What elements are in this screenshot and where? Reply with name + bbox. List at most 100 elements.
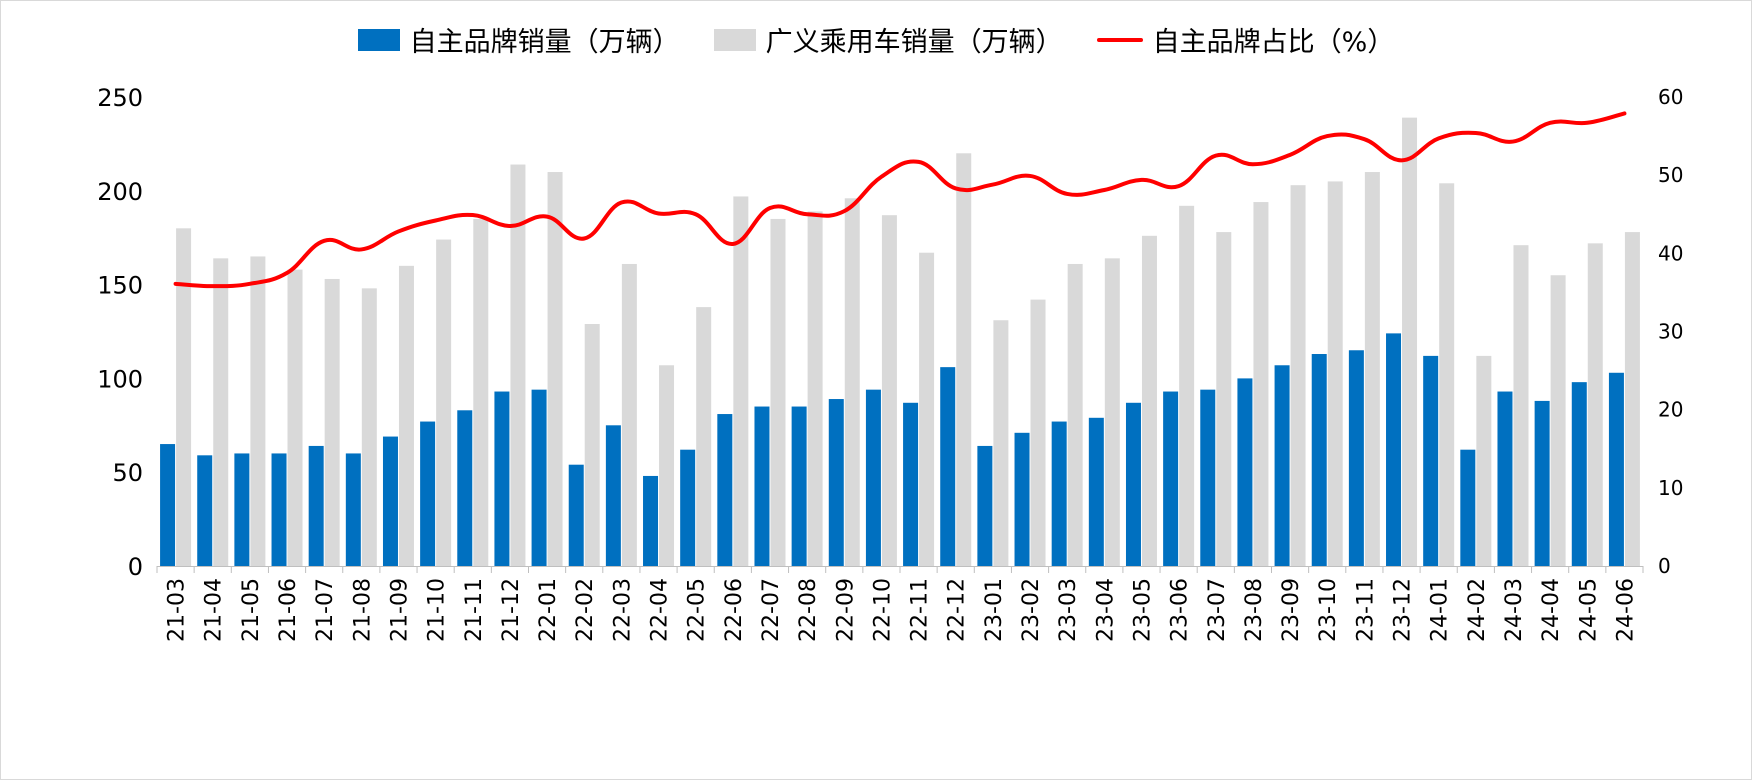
x-axis-category-label: 24-03 [1502,578,1527,642]
chart-legend: 自主品牌销量（万辆） 广义乘用车销量（万辆） 自主品牌占比（%） [0,20,1752,59]
bar-domestic-sales [420,421,436,566]
y-right-tick-label: 30 [1658,320,1683,344]
x-axis-category-label: 21-12 [499,578,524,642]
bar-domestic-sales [382,436,398,566]
y-left-tick-label: 200 [97,178,143,206]
bar-domestic-sales [457,410,473,566]
bar-total-sales [696,307,712,566]
y-right-tick-label: 40 [1658,241,1683,265]
bar-total-sales [1439,183,1455,566]
bar-total-sales [1624,232,1640,566]
x-axis-category-label: 22-09 [833,578,858,642]
x-axis-category-label: 21-09 [387,578,412,642]
bar-total-sales [621,263,637,566]
bar-total-sales [1216,232,1232,566]
bar-domestic-sales [1534,400,1550,566]
x-axis-category-label: 21-11 [462,578,487,642]
x-axis-category-label: 22-02 [573,578,598,642]
legend-swatch-domestic-sales [357,28,400,51]
x-axis-category-label: 21-04 [202,578,227,642]
bar-domestic-sales [828,399,844,566]
x-axis-category-label: 24-05 [1576,578,1601,642]
bar-total-sales [1067,263,1083,566]
bar-domestic-sales [1311,354,1327,566]
x-axis-category-label: 23-03 [1056,578,1081,642]
bar-domestic-sales [791,406,807,566]
x-axis-category-label: 23-10 [1316,578,1341,642]
x-axis-category-label: 22-01 [536,578,561,642]
bar-domestic-sales [1237,378,1253,566]
bar-domestic-sales [308,445,324,566]
bar-total-sales [770,218,786,566]
x-axis-category-label: 22-10 [870,578,895,642]
bar-total-sales [733,196,749,567]
bar-total-sales [473,218,489,566]
x-axis-category-label: 23-04 [1093,578,1118,642]
bar-domestic-sales [605,425,621,566]
y-left-tick-label: 50 [112,459,143,487]
bar-total-sales [1476,355,1492,566]
bar-domestic-sales [940,367,956,566]
bar-domestic-sales [568,464,584,566]
legend-swatch-total-sales [713,28,756,51]
bar-total-sales [1253,202,1269,566]
bar-domestic-sales [680,449,696,566]
legend-item-total-sales: 广义乘用车销量（万辆） [713,20,1063,59]
y-right-tick-label: 60 [1658,85,1683,109]
x-axis-category-label: 24-01 [1428,578,1453,642]
bar-domestic-sales [1423,355,1439,566]
legend-label-total-sales: 广义乘用车销量（万辆） [765,27,1063,58]
y-left-tick-label: 150 [97,272,143,300]
bar-domestic-sales [1125,402,1141,566]
bar-domestic-sales [643,475,659,566]
y-right-tick-label: 0 [1658,554,1671,578]
bar-total-sales [361,288,377,566]
legend-swatch-share [1096,37,1143,42]
x-axis-category-label: 23-09 [1279,578,1304,642]
bar-total-sales [510,164,526,566]
x-axis-category-label: 21-06 [276,578,301,642]
bar-total-sales [398,265,414,566]
x-axis-category-label: 23-01 [982,578,1007,642]
legend-item-domestic-sales: 自主品牌销量（万辆） [357,20,680,59]
x-axis-category-label: 24-06 [1613,578,1638,642]
bar-domestic-sales [1608,372,1624,566]
bar-total-sales [659,365,675,566]
bar-total-sales [176,228,192,566]
bar-total-sales [1104,258,1120,566]
bar-total-sales [844,198,860,566]
bar-domestic-sales [160,444,176,566]
bar-total-sales [1327,181,1343,567]
bar-total-sales [1550,275,1566,566]
line-domestic-share [173,111,1627,289]
bar-total-sales [1587,243,1603,566]
y-left-tick-label: 0 [128,553,143,581]
y-right-tick-label: 10 [1658,476,1683,500]
x-axis-category-label: 23-02 [1019,578,1044,642]
x-axis-category-label: 22-08 [796,578,821,642]
bar-domestic-sales [1460,449,1476,566]
bar-total-sales [1402,117,1418,567]
bar-total-sales [1141,235,1157,566]
y-right-tick-label: 50 [1658,163,1683,187]
bar-total-sales [993,320,1009,566]
bar-domestic-sales [271,453,287,566]
x-axis-category-label: 21-08 [350,578,375,642]
bar-total-sales [1364,172,1380,567]
bar-total-sales [324,278,340,566]
bar-total-sales [919,252,935,566]
x-axis-category-label: 23-06 [1168,578,1193,642]
bar-domestic-sales [1014,432,1030,566]
x-axis-category-label: 23-05 [1130,578,1155,642]
x-axis-category-label: 23-08 [1242,578,1267,642]
x-axis-category-label: 22-07 [759,578,784,642]
bar-total-sales [287,269,303,566]
bar-domestic-sales [865,389,881,566]
bar-total-sales [436,239,452,567]
bar-domestic-sales [345,453,361,566]
x-axis-category-label: 22-05 [685,578,710,642]
bar-total-sales [250,256,266,566]
bar-total-sales [1030,299,1046,566]
bar-domestic-sales [1497,391,1513,566]
